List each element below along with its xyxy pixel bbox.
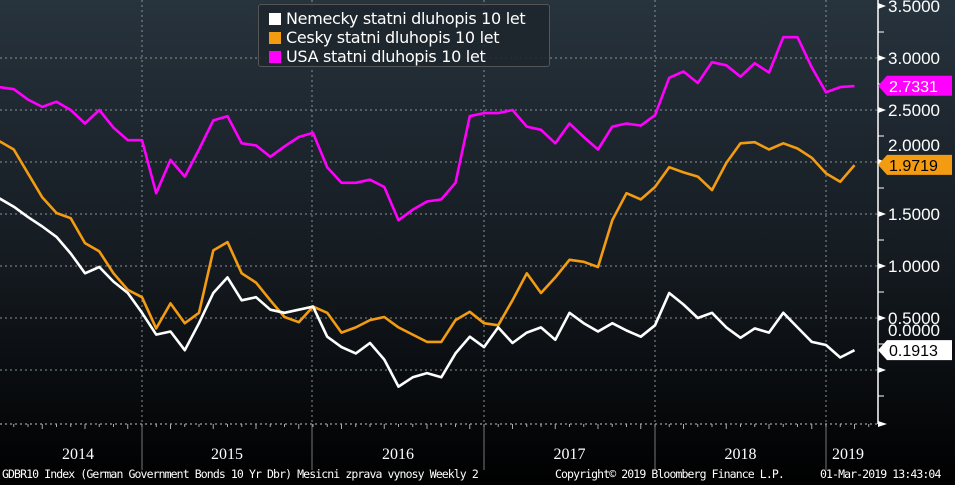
y-tick-label: 2.0000 — [888, 136, 940, 155]
x-tick-label: 2014 — [62, 446, 94, 463]
y-tick-arrow — [878, 55, 886, 61]
last-value-tag-usa — [878, 75, 952, 96]
legend-swatch-germany — [269, 12, 281, 25]
footer: GDBR10 Index (German Government Bonds 10… — [2, 467, 954, 483]
y-tick-label: 1.5000 — [888, 205, 940, 224]
series-line-usa — [0, 35, 855, 222]
last-value-tag-germany — [878, 340, 952, 361]
legend-label-czech: Cesky statni dluhopis 10 let — [286, 28, 500, 47]
legend: Nemecky statni dluhopis 10 let Cesky sta… — [258, 4, 550, 67]
y-tick-arrow — [878, 3, 886, 9]
y-tick-arrow — [878, 263, 886, 269]
x-tick-label: 2019 — [832, 446, 864, 463]
legend-item-czech: Cesky statni dluhopis 10 let — [269, 28, 549, 47]
footer-timestamp: 01-Mar-2019 13:43:04 — [820, 467, 941, 481]
legend-swatch-usa — [269, 50, 281, 63]
last-value-label-usa: 2.7331 — [889, 79, 938, 96]
legend-swatch-czech — [269, 31, 281, 44]
y-tick-label: 3.0000 — [888, 49, 940, 68]
y-tick-label: 3.5000 — [888, 0, 940, 16]
legend-label-usa: USA statni dluhopis 10 let — [286, 47, 486, 66]
y-tick-label: 0.5000 — [888, 309, 940, 328]
y-tick-arrow — [878, 315, 886, 321]
y-tick-label: 1.0000 — [888, 257, 940, 276]
footer-copyright: Copyright© 2019 Bloomberg Finance L.P. — [555, 467, 785, 481]
last-value-label-germany: 0.1913 — [889, 343, 938, 360]
x-tick-label: 2017 — [554, 446, 586, 463]
series-line-czech — [0, 140, 856, 344]
x-tick-label: 2018 — [725, 446, 757, 463]
legend-item-germany: Nemecky statni dluhopis 10 let — [269, 9, 549, 28]
last-value-label-czech: 1.9719 — [889, 158, 938, 175]
x-tick-label: 2015 — [211, 446, 243, 463]
y-tick-arrow — [878, 211, 886, 217]
last-value-tag-czech — [878, 154, 952, 175]
legend-item-usa: USA statni dluhopis 10 let — [269, 47, 549, 66]
series-line-germany — [0, 197, 856, 388]
y-tick-label: 2.5000 — [888, 101, 940, 120]
y-tick-label: 0.0000 — [888, 321, 940, 340]
y-tick-arrow — [878, 107, 886, 113]
legend-label-germany: Nemecky statni dluhopis 10 let — [286, 9, 526, 28]
y-tick-arrow — [878, 367, 886, 373]
x-tick-label: 2016 — [382, 446, 414, 463]
footer-description: GDBR10 Index (German Government Bonds 10… — [2, 467, 479, 481]
x-axis-arrow — [878, 421, 887, 427]
